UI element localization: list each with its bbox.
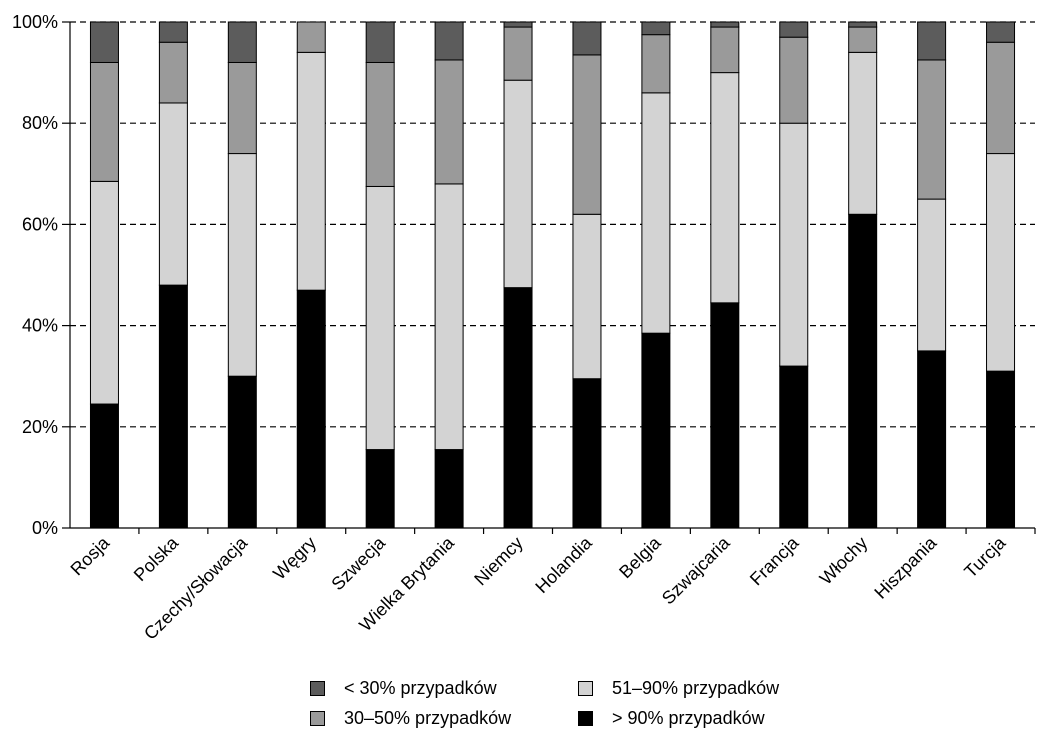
bar-segment bbox=[917, 198, 947, 352]
x-tick-label: Turcja bbox=[960, 532, 1010, 582]
bar-segment bbox=[779, 365, 809, 529]
bar-segment bbox=[641, 92, 671, 334]
bar-segment bbox=[710, 72, 740, 304]
bar-segment bbox=[503, 26, 533, 81]
legend: < 30% przypadków 51–90% przypadków 30–50% … bbox=[310, 678, 870, 736]
y-tick-label: 40% bbox=[22, 316, 58, 336]
y-tick-label: 20% bbox=[22, 417, 58, 437]
x-tick-label: Włochy bbox=[816, 533, 872, 589]
bar-segment bbox=[227, 61, 257, 155]
bar-segment bbox=[89, 21, 119, 63]
bar-segment bbox=[917, 350, 947, 529]
bar-segment bbox=[158, 284, 188, 529]
bar-segment bbox=[848, 26, 878, 53]
x-tick-label: Polska bbox=[130, 532, 183, 585]
bar-segment bbox=[779, 36, 809, 124]
x-tick-label: Niemcy bbox=[470, 533, 527, 590]
legend-label: < 30% przypadków bbox=[344, 678, 497, 698]
y-tick-label: 60% bbox=[22, 214, 58, 234]
bar-segment bbox=[641, 21, 671, 36]
legend-item: > 90% przypadków bbox=[578, 708, 765, 729]
bar-segment bbox=[503, 21, 533, 28]
x-tick-label: Rosja bbox=[67, 532, 114, 579]
bar-segment bbox=[572, 54, 602, 215]
bar-segment bbox=[710, 21, 740, 28]
x-tick-label: Szwajcaria bbox=[658, 532, 734, 608]
bar-segment bbox=[227, 153, 257, 377]
bar-segment bbox=[917, 21, 947, 61]
bar-segment bbox=[296, 21, 326, 53]
legend-swatch bbox=[578, 711, 593, 726]
x-tick-label: Holandia bbox=[531, 532, 596, 597]
bar-segment bbox=[503, 287, 533, 529]
legend-item: < 30% przypadków bbox=[310, 678, 497, 699]
bar-segment bbox=[227, 21, 257, 63]
legend-swatch bbox=[310, 711, 325, 726]
bar-segment bbox=[848, 21, 878, 28]
bar-segment bbox=[158, 21, 188, 43]
legend-swatch bbox=[310, 681, 325, 696]
bar-segment bbox=[434, 449, 464, 529]
x-tick-label: Szwecja bbox=[327, 532, 389, 594]
bar-segment bbox=[986, 370, 1016, 529]
legend-label: 51–90% przypadków bbox=[612, 678, 780, 698]
bar-segment bbox=[296, 51, 326, 291]
bar-segment bbox=[89, 403, 119, 529]
bar-segment bbox=[89, 180, 119, 405]
bar-segment bbox=[572, 378, 602, 529]
bar-segment bbox=[434, 59, 464, 185]
bar-segment bbox=[296, 289, 326, 529]
legend-item: 51–90% przypadków bbox=[578, 678, 779, 699]
legend-label: > 90% przypadków bbox=[612, 708, 765, 728]
bar-segment bbox=[572, 213, 602, 380]
legend-label: 30–50% przypadków bbox=[344, 708, 512, 728]
y-tick-label: 80% bbox=[22, 113, 58, 133]
x-tick-label: Hiszpania bbox=[870, 532, 941, 603]
bar-segment bbox=[986, 41, 1016, 155]
bar-segment bbox=[572, 21, 602, 56]
x-tick-label: Francja bbox=[746, 532, 803, 589]
bar-segment bbox=[710, 26, 740, 74]
bar-segment bbox=[986, 21, 1016, 43]
bar-segment bbox=[779, 122, 809, 367]
bar-segment bbox=[710, 302, 740, 529]
bar-segment bbox=[365, 21, 395, 63]
bar-segment bbox=[641, 332, 671, 529]
bar-segment bbox=[917, 59, 947, 200]
x-tick-label: Belgia bbox=[615, 532, 665, 582]
y-tick-label: 100% bbox=[12, 12, 58, 32]
bar-segment bbox=[848, 213, 878, 529]
bar-segment bbox=[158, 41, 188, 104]
bar-segment bbox=[158, 102, 188, 286]
x-tick-label: Węgry bbox=[269, 533, 320, 584]
bar-segment bbox=[434, 183, 464, 451]
y-tick-label: 0% bbox=[32, 518, 58, 538]
bar-segment bbox=[779, 21, 809, 38]
stacked-bar-chart: 0%20%40%60%80%100%Rosja PolskaCzechy/Słow… bbox=[12, 12, 1036, 644]
bar-segment bbox=[365, 449, 395, 529]
bar-segment bbox=[641, 34, 671, 94]
bar-segment bbox=[365, 185, 395, 451]
bar-segment bbox=[227, 375, 257, 529]
bar-segment bbox=[434, 21, 464, 61]
bar-segment bbox=[848, 51, 878, 215]
bar-segment bbox=[365, 61, 395, 187]
bar-segment bbox=[89, 61, 119, 182]
legend-swatch bbox=[578, 681, 593, 696]
bar-segment bbox=[986, 153, 1016, 372]
bar-segment bbox=[503, 79, 533, 289]
legend-item: 30–50% przypadków bbox=[310, 708, 511, 729]
